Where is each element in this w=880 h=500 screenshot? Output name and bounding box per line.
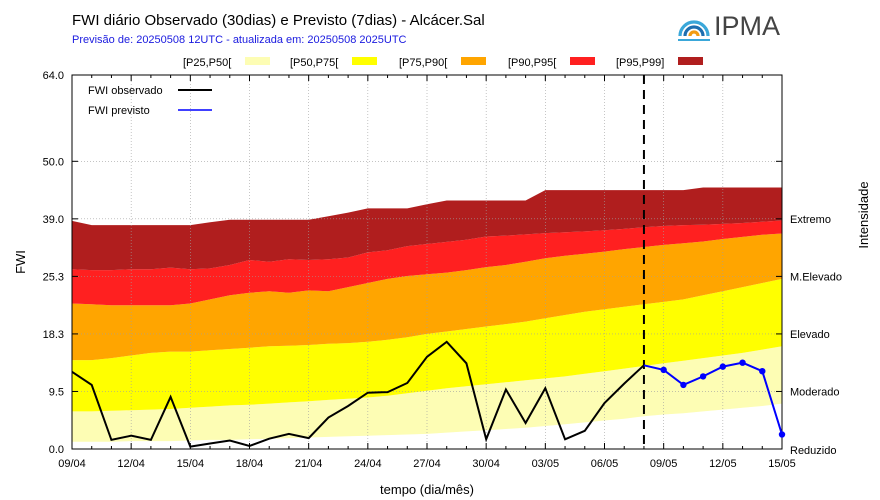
x-tick-label: 12/05 xyxy=(709,458,737,470)
x-tick-label: 18/04 xyxy=(236,458,264,470)
legend-observed-label: FWI observado xyxy=(88,85,163,97)
x-tick-label: 12/04 xyxy=(117,458,145,470)
y-tick-label: 25.3 xyxy=(43,271,64,283)
y-tick-label: 0.0 xyxy=(49,444,64,456)
legend-forecast-label: FWI previsto xyxy=(88,105,150,117)
ipma-logo-text: IPMA xyxy=(714,11,781,41)
legend-band-swatch xyxy=(352,57,377,65)
intensity-label: Moderado xyxy=(790,386,840,398)
legend-band-swatch xyxy=(570,57,595,65)
forecast-point xyxy=(699,373,707,380)
y-tick-label: 9.5 xyxy=(49,386,64,398)
legend-band-swatch xyxy=(461,57,486,65)
legend-band-label: [P95,P99] xyxy=(616,57,664,69)
right-axis-title: Intensidade xyxy=(856,181,871,248)
y-tick-label: 64.0 xyxy=(43,70,64,82)
y-tick-label: 50.0 xyxy=(43,156,64,168)
forecast-point xyxy=(759,367,766,375)
forecast-point xyxy=(660,366,667,374)
legend-band-label: [P90,P95[ xyxy=(508,57,556,69)
y-axis-title: FWI xyxy=(13,250,28,274)
observed-line xyxy=(71,340,645,448)
forecast-point xyxy=(680,381,687,389)
x-tick-label: 15/05 xyxy=(768,458,796,470)
legend-band-label: [P25,P50[ xyxy=(183,57,231,69)
y-tick-label: 18.3 xyxy=(43,329,64,341)
legend-band-label: [P50,P75[ xyxy=(290,57,338,69)
x-axis-title: tempo (dia/mês) xyxy=(380,482,474,497)
x-tick-label: 09/05 xyxy=(650,458,678,470)
legend-band-swatch xyxy=(245,57,270,65)
intensity-label: M.Elevado xyxy=(790,271,842,283)
band-p75-p90 xyxy=(72,233,782,361)
intensity-label: Elevado xyxy=(790,329,830,341)
legend-band-label: [P75,P90[ xyxy=(399,57,447,69)
ipma-logo-icon xyxy=(678,20,710,41)
y-tick-label: 39.0 xyxy=(43,214,64,226)
x-tick-label: 06/05 xyxy=(591,458,619,470)
x-tick-label: 21/04 xyxy=(295,458,323,470)
legend-band-swatch xyxy=(678,57,703,65)
intensity-label: Extremo xyxy=(790,214,831,226)
forecast-point xyxy=(719,363,727,370)
intensity-label: Reduzido xyxy=(790,445,836,457)
x-tick-label: 03/05 xyxy=(532,458,560,470)
x-tick-label: 24/04 xyxy=(354,458,382,470)
chart-subtitle: Previsão de: 20250508 12UTC - atualizada… xyxy=(72,34,407,46)
forecast-line xyxy=(643,361,783,435)
x-tick-label: 09/04 xyxy=(58,458,86,470)
ipma-logo: IPMA xyxy=(676,10,788,44)
x-tick-label: 30/04 xyxy=(472,458,500,470)
chart-title: FWI diário Observado (30dias) e Previsto… xyxy=(72,12,485,29)
x-tick-label: 15/04 xyxy=(177,458,205,470)
forecast-point xyxy=(778,431,786,438)
band-p90-p95 xyxy=(72,220,782,306)
forecast-point xyxy=(739,359,746,366)
x-tick-label: 27/04 xyxy=(413,458,441,470)
